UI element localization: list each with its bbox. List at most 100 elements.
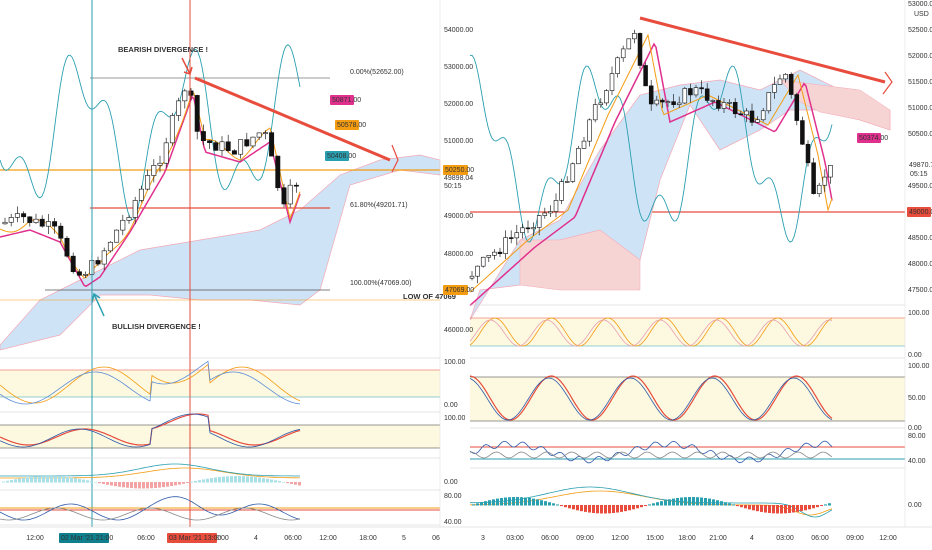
histogram: [624, 505, 627, 512]
cloud-red: [519, 79, 891, 291]
label: 06:00: [541, 535, 559, 542]
histogram: [540, 500, 543, 506]
label: 0.00: [908, 352, 922, 359]
histogram: [584, 505, 587, 512]
candle: [70, 255, 76, 273]
histogram: [106, 482, 109, 485]
histogram: [732, 504, 735, 506]
histogram: [672, 498, 675, 506]
label: 100.00: [908, 363, 930, 370]
label: 18:00: [359, 535, 377, 542]
indicator-line: [469, 317, 833, 347]
candle: [157, 162, 163, 166]
label: 02 Mar '21 21:00: [61, 535, 113, 542]
histogram: [230, 476, 233, 483]
candle: [620, 48, 626, 59]
histogram: [114, 482, 117, 487]
candle: [643, 65, 648, 87]
histogram: [206, 478, 209, 483]
band: [470, 377, 905, 421]
histogram: [38, 476, 41, 483]
histogram: [508, 497, 511, 506]
label: 0.00%(52652.00): [350, 69, 404, 76]
candle: [126, 217, 132, 221]
histogram: [572, 505, 575, 510]
candle: [194, 95, 200, 132]
histogram: [612, 505, 615, 513]
price-tag: [443, 165, 468, 175]
indicator-line: [0, 463, 300, 477]
histogram: [238, 476, 241, 483]
candle: [794, 94, 800, 121]
candle: [107, 241, 113, 252]
label: 49870.72: [909, 162, 932, 169]
candle: [58, 225, 64, 239]
histogram: [30, 476, 33, 483]
candle: [176, 100, 182, 116]
label: 06:00: [284, 535, 302, 542]
indicator-line: [469, 440, 833, 464]
candle: [151, 165, 157, 176]
histogram: [564, 505, 567, 508]
histogram: [664, 500, 667, 506]
candle: [275, 155, 281, 189]
histogram: [18, 478, 21, 483]
label: 03:00: [776, 535, 794, 542]
candle: [749, 110, 755, 123]
label: 06:00: [811, 535, 829, 542]
candle: [788, 73, 794, 95]
histogram: [824, 504, 827, 506]
candle: [699, 87, 704, 90]
histogram: [246, 476, 249, 483]
candle: [269, 132, 275, 157]
candle: [163, 142, 169, 164]
candle: [800, 120, 805, 145]
indicator-line: [0, 360, 301, 405]
label: 5: [402, 535, 406, 542]
trend-line: [194, 76, 391, 162]
histogram: [712, 499, 715, 506]
price-tag: [857, 133, 881, 143]
candle: [783, 73, 788, 80]
candle: [576, 148, 581, 165]
candle: [114, 229, 120, 243]
candle: [27, 216, 33, 223]
histogram: [22, 477, 25, 483]
trend-line: [639, 16, 886, 84]
candle: [231, 150, 237, 155]
histogram: [26, 477, 29, 483]
candle: [486, 254, 492, 258]
histogram: [250, 476, 253, 483]
candle: [564, 181, 570, 183]
label: 51000.00: [444, 138, 473, 145]
candle: [169, 115, 175, 144]
histogram: [768, 505, 771, 514]
price-tag: [907, 207, 931, 217]
histogram: [552, 503, 555, 506]
histogram: [82, 479, 85, 483]
histogram: [46, 476, 49, 483]
label: 12:00: [611, 535, 629, 542]
histogram: [512, 497, 515, 506]
candle: [83, 273, 89, 276]
histogram: [118, 482, 121, 487]
candle: [548, 211, 553, 214]
candle: [559, 181, 564, 201]
candle: [492, 251, 497, 256]
label: 50:15: [444, 183, 462, 190]
label: 0.00: [444, 402, 458, 409]
histogram: [90, 481, 93, 483]
label: 100.00: [908, 310, 930, 317]
histogram: [692, 497, 695, 506]
label: 50408.00: [327, 153, 356, 160]
histogram: [496, 498, 499, 506]
label: 12:00: [26, 535, 44, 542]
histogram: [182, 482, 185, 484]
histogram: [54, 476, 57, 483]
histogram: [14, 479, 17, 483]
histogram: [632, 505, 635, 510]
histogram: [556, 504, 559, 506]
histogram: [162, 482, 165, 488]
indicator-line: [0, 95, 301, 288]
